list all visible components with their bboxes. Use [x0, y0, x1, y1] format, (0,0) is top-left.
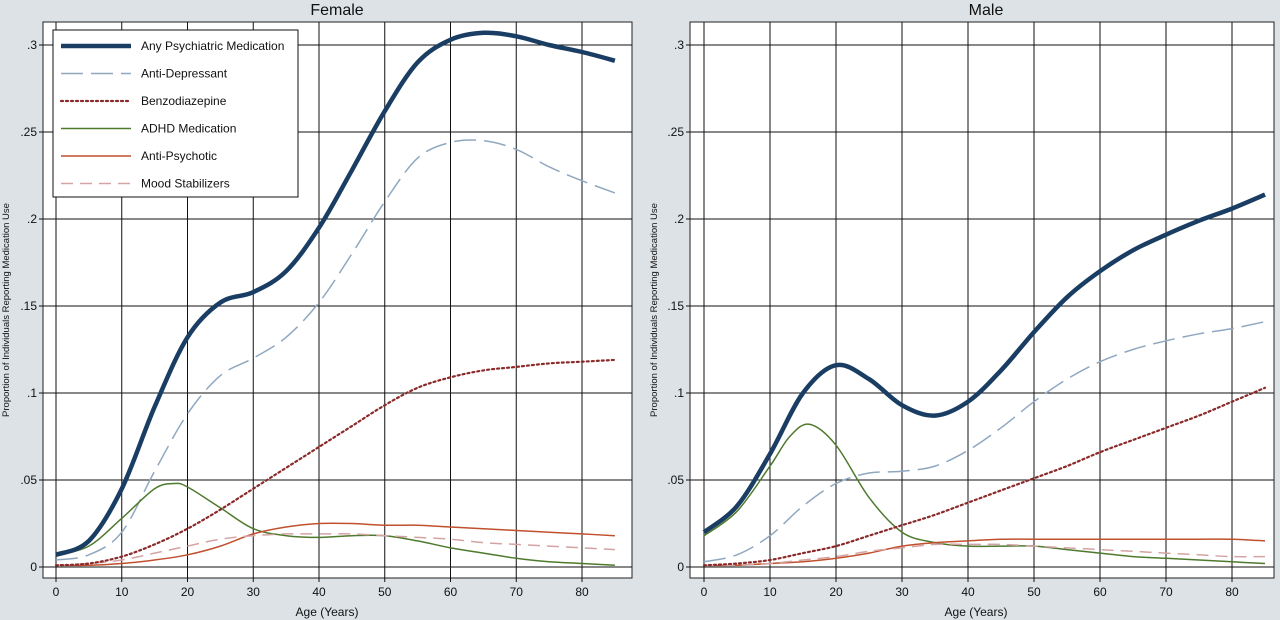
x-tick-label: 30	[247, 585, 261, 599]
legend-label: Anti-Psychotic	[141, 149, 217, 163]
series-line-benzodiazepine	[54, 358, 616, 567]
panel-title: Male	[969, 2, 1004, 19]
chart-panel-1: 0 .05 .1 .15 .2 .25 .3 0 10 20 30 40 50 60 70 80 Male Age…	[649, 2, 1275, 619]
y-tick-label: .05	[20, 473, 37, 487]
series-line-anti-depressant	[55, 139, 616, 561]
x-tick-label: 60	[1093, 585, 1107, 599]
series-line-adhd-medication	[703, 423, 1266, 565]
legend-label: Benzodiazepine	[141, 94, 227, 108]
y-tick-label: .25	[667, 125, 684, 139]
x-tick-label: 60	[444, 585, 458, 599]
x-tick-label: 80	[575, 585, 589, 599]
y-tick-label: .25	[20, 125, 37, 139]
panel-title: Female	[310, 2, 363, 19]
series-line-anti-depressant	[703, 320, 1266, 563]
legend-box	[52, 29, 299, 198]
x-tick-label: 0	[53, 585, 60, 599]
y-tick-label: .3	[27, 38, 37, 52]
y-tick-label: .2	[674, 212, 684, 226]
x-tick-label: 40	[961, 585, 975, 599]
x-axis-label: Age (Years)	[945, 605, 1008, 619]
x-tick-label: 50	[1027, 585, 1041, 599]
series-line-benzodiazepine	[702, 386, 1267, 567]
y-axis-label: Proportion of Individuals Reporting Medi…	[1, 203, 12, 417]
chart-panel-0: 0 .05 .1 .15 .2 .25 .3 0 10 20 30 40 50 60 70 80 Female A…	[1, 2, 633, 619]
y-tick-label: .15	[667, 299, 684, 313]
series-line-any-psychiatric-medication	[702, 192, 1266, 535]
legend-label: Any Psychiatric Medication	[141, 39, 284, 53]
series-line-mood-stabilizers	[55, 533, 615, 567]
legend-label: Mood Stabilizers	[141, 177, 230, 191]
y-tick-label: .1	[27, 386, 37, 400]
x-tick-label: 20	[829, 585, 843, 599]
x-tick-label: 80	[1225, 585, 1239, 599]
x-tick-label: 10	[115, 585, 129, 599]
y-tick-label: .1	[674, 386, 684, 400]
x-tick-label: 70	[510, 585, 524, 599]
x-tick-label: 50	[378, 585, 392, 599]
x-tick-label: 30	[895, 585, 909, 599]
y-tick-label: .15	[20, 299, 37, 313]
legend: Any Psychiatric Medication Anti-Depressan…	[52, 29, 299, 198]
series-line-anti-psychotic	[703, 538, 1266, 567]
y-axis-label: Proportion of Individuals Reporting Medi…	[649, 203, 660, 417]
x-axis-label: Age (Years)	[296, 605, 359, 619]
y-tick-label: 0	[677, 560, 684, 574]
x-tick-label: 70	[1159, 585, 1173, 599]
series-line-mood-stabilizers	[703, 543, 1266, 567]
legend-label: Anti-Depressant	[141, 67, 228, 81]
x-tick-label: 20	[181, 585, 195, 599]
legend-label: ADHD Medication	[141, 122, 236, 136]
plot-area	[689, 21, 1275, 579]
x-tick-label: 10	[763, 585, 777, 599]
x-tick-label: 0	[701, 585, 708, 599]
series-line-anti-psychotic	[55, 522, 615, 567]
series-line-adhd-medication	[55, 482, 615, 567]
y-tick-label: 0	[30, 560, 37, 574]
y-tick-label: .3	[674, 38, 684, 52]
y-tick-label: .05	[667, 473, 684, 487]
y-tick-label: .2	[27, 212, 37, 226]
series-line-any-psychiatric-medication	[55, 30, 616, 557]
x-tick-label: 40	[312, 585, 326, 599]
